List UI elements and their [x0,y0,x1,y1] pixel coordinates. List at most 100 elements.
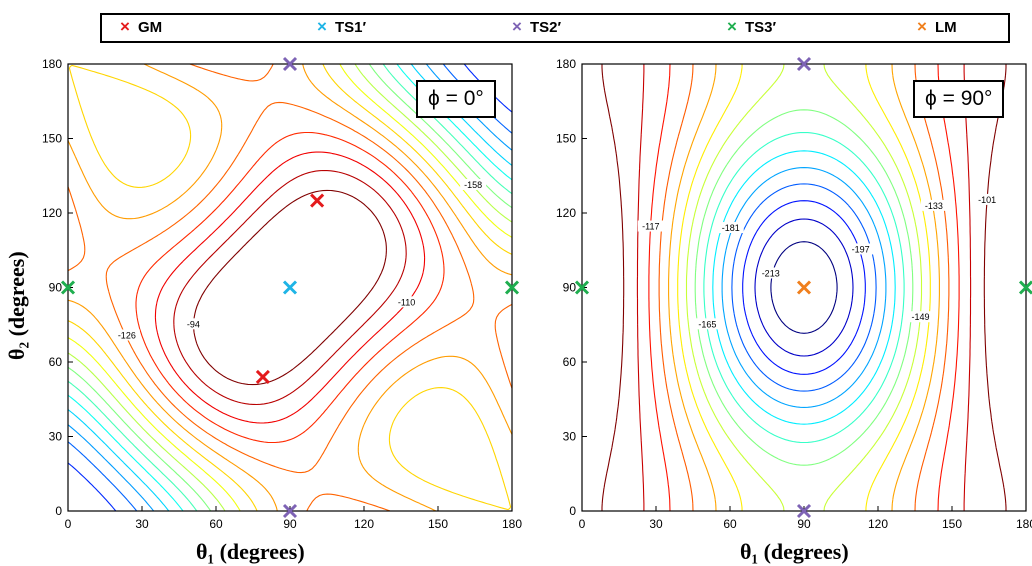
contour-label-bg [717,222,744,234]
contour-label-bg [920,199,947,211]
marker-ts3 [60,280,76,295]
x-tick-label: 90 [283,517,297,531]
y-tick-label: 150 [556,132,576,146]
phi-annotation-left: ϕ = 0° [416,80,496,118]
contour-line [668,63,940,512]
contour-line [601,64,1007,511]
legend-label: TS2′ [529,19,562,36]
y-tick-label: 60 [563,355,577,369]
y-tick-label: 180 [556,57,576,71]
contour-line [754,218,854,357]
x-tick-label: 120 [354,517,374,531]
contour-line [742,200,866,375]
contour-panel-phi-90: 0 30 60 90 120 150 180 0 30 60 90 120 150 180 -213 -197… [556,56,1032,531]
marker-gm [310,193,325,208]
contour-label-bg [757,267,784,279]
marker-ts2 [282,56,298,72]
contour-label-bg [460,178,487,190]
y-tick-label: 90 [49,281,63,295]
contour-line [173,169,407,406]
contour-label-bg [113,329,140,341]
x-tick-label: 0 [579,517,586,531]
contour-value-label: -110 [398,297,415,307]
contour-labels: -158 -126 -110 -94 [113,178,487,341]
contour-label-bg [974,193,1001,205]
legend-item-ts1: × TS1′ [317,17,366,37]
y-tick-label: 120 [42,206,62,220]
contour-line [135,131,445,444]
contour-line [712,150,896,425]
legend-item-gm: × GM [120,17,162,37]
legend-label: TS1′ [334,19,367,36]
marker-ts3 [504,280,520,295]
marker-ts2 [796,56,812,72]
marker-ts2 [796,503,812,519]
contour-line [67,63,513,512]
y-tick-label: 0 [55,504,62,518]
y-tick-label: 150 [42,132,62,146]
x-tick-label: 30 [135,517,149,531]
legend-marker-icon: × [917,17,927,36]
contour-label-bg [847,243,874,255]
x-axis-label-right: θ₁ (degrees) [740,539,849,564]
legend-label: TS3′ [744,19,777,36]
legend-marker-icon: × [120,17,130,36]
y-tick-label: 180 [42,57,62,71]
marker-lm [796,280,812,295]
marker-ts2 [282,503,298,519]
legend-label: GM [137,19,163,36]
legend-marker-icon: × [317,17,327,36]
y-tick-label: 30 [563,430,577,444]
contour-line [636,64,972,511]
contour-label-bg [637,220,664,232]
contour-value-label: -181 [722,223,740,233]
y-tick-label: 120 [556,206,576,220]
x-tick-label: 120 [868,517,888,531]
x-axis-label-left: θ₁ (degrees) [196,539,305,564]
contour-line [67,63,513,512]
y-tick-label: 30 [49,430,63,444]
contour-line [67,63,513,512]
x-tick-label: 0 [65,517,72,531]
contour-line [731,183,877,392]
contour-lines [601,63,1007,512]
contour-label-bg [180,318,207,330]
legend-item-ts3: × TS3′ [727,17,776,37]
contour-value-label: -126 [118,330,136,340]
legend-item-ts2: × TS2′ [512,17,561,37]
marker-gm [255,369,270,384]
stationary-point-markers [60,56,520,519]
marker-ts1 [282,280,298,295]
contour-label-bg [694,318,721,330]
marker-ts3 [1018,280,1032,295]
y-axis-label: θ₂ (degrees) [4,251,29,360]
x-tick-label: 150 [942,517,962,531]
x-tick-label: 180 [502,517,522,531]
contour-labels: -213 -197 -181 -165 -149 -133 -117 -101 [637,193,1001,330]
contour-value-label: -197 [852,244,870,254]
contour-line [703,131,905,444]
contour-value-label: -117 [642,222,659,232]
x-tick-label: 60 [723,517,737,531]
contour-label-bg [907,311,934,323]
contour-line [67,63,513,512]
stationary-point-markers [574,56,1032,519]
contour-value-label: -213 [762,268,780,278]
x-tick-label: 30 [649,517,663,531]
phi-annotation-right: ϕ = 90° [913,80,1005,118]
y-tick-label: 90 [563,281,577,295]
x-tick-label: 180 [1016,517,1032,531]
contour-line [67,63,513,512]
legend-label: LM [934,19,957,36]
contour-line [694,109,914,466]
legend-marker-icon: × [512,17,522,36]
marker-ts3 [574,280,590,295]
contour-value-label: -165 [698,319,716,329]
contour-value-label: -101 [978,195,996,205]
legend-marker-icon: × [727,17,737,36]
contour-value-label: -149 [912,312,930,322]
legend-item-lm: × LM [917,17,957,37]
contour-label-bg [393,296,420,308]
contour-value-label: -158 [464,180,482,190]
